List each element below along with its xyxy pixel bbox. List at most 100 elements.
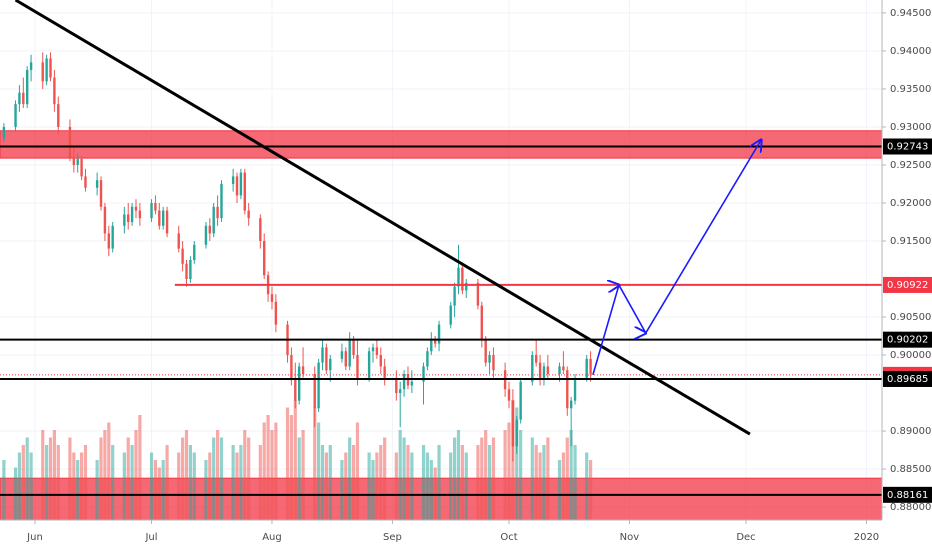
volume-bar (76, 460, 80, 520)
candle-body (457, 267, 460, 287)
candle-body (204, 225, 208, 245)
volume-bar (192, 452, 196, 520)
candle-body (329, 358, 332, 371)
volume-bar (111, 445, 115, 520)
volume-bar (320, 445, 325, 520)
volume-bar (99, 437, 103, 520)
volume-bar (585, 452, 589, 520)
volume-bar (95, 460, 99, 520)
level-label-box (883, 276, 932, 293)
candle-body (181, 248, 184, 264)
candle-body (430, 339, 433, 352)
candle-body (437, 324, 441, 344)
volume-bar (52, 430, 56, 520)
volume-bar (270, 430, 274, 520)
y-tick-label: 0.90000 (890, 350, 931, 361)
volume-bar (181, 437, 185, 520)
y-tick-label: 0.90500 (890, 312, 931, 323)
y-tick-label: 0.92500 (890, 160, 931, 171)
candle-body (410, 381, 414, 386)
volume-bar (503, 430, 507, 520)
volume-bar (83, 445, 88, 520)
volume-bar (573, 445, 577, 520)
candle-body (103, 206, 107, 234)
volume-bar (425, 452, 430, 520)
volume-bar (324, 452, 328, 520)
candle-body (325, 347, 328, 371)
volume-bar (383, 437, 387, 520)
volume-bar (293, 400, 297, 520)
candle-body (185, 263, 188, 280)
volume-bar (449, 452, 453, 520)
zone (0, 477, 882, 520)
volume-bar (367, 452, 371, 520)
candle-body (193, 244, 196, 260)
candle-body (138, 210, 142, 219)
candle-body (49, 58, 52, 78)
volume-bar (45, 445, 49, 520)
x-tick-label: Nov (620, 532, 640, 543)
candle-body (449, 305, 452, 325)
volume-bar (546, 437, 550, 520)
candle-body (14, 104, 17, 127)
y-tick-label: 0.91500 (890, 236, 931, 247)
volume-bar (231, 445, 235, 520)
candle-body (484, 339, 487, 363)
volume-bar (557, 460, 562, 520)
candle-body (573, 377, 577, 401)
candle-body (515, 419, 518, 447)
candle-body (290, 355, 293, 378)
volume-bar (519, 430, 523, 520)
candle-body (45, 58, 48, 82)
trendline (14, 0, 751, 436)
level-label: 0.92743 (887, 141, 928, 152)
volume-bar (239, 445, 243, 520)
volume-bar (262, 422, 266, 520)
volume-bar (371, 460, 375, 520)
candle-body (107, 233, 110, 249)
candle-body (231, 176, 235, 184)
candle-body (161, 210, 165, 226)
candle-body (480, 305, 483, 340)
volume-bar (130, 445, 134, 520)
candle-body (76, 158, 79, 165)
candle-body (243, 172, 246, 211)
candle-body (492, 355, 495, 371)
volume-bar (56, 445, 60, 520)
candle-body (18, 92, 21, 105)
candle-body (321, 347, 324, 363)
volume-bar (433, 467, 437, 520)
x-tick-label: Aug (262, 532, 282, 543)
candle-body (57, 104, 60, 127)
volume-bar (289, 415, 294, 520)
volume-bar (41, 430, 45, 520)
volume-bar (107, 422, 111, 520)
candle-body (154, 202, 157, 211)
volume-bar (235, 452, 239, 520)
candle-body (348, 339, 351, 367)
volume-bar (313, 407, 317, 520)
x-tick-label: Jul (144, 532, 157, 543)
volume-bar (21, 445, 25, 520)
volume-bar (561, 452, 565, 520)
volume-bar (29, 452, 33, 520)
candle-body (22, 92, 25, 105)
volume-bar (177, 452, 181, 520)
candle-body (53, 77, 56, 105)
level-label: 0.90922 (887, 280, 928, 291)
y-tick-label: 0.92000 (890, 198, 931, 209)
candle-body (453, 286, 456, 306)
volume-bar (72, 452, 76, 520)
volume-bar (301, 430, 305, 520)
candle-body (476, 282, 480, 306)
candle-body (488, 355, 491, 363)
volume-bar (274, 422, 278, 520)
volume-bar (487, 445, 492, 520)
candle-body (402, 374, 406, 390)
candle-body (134, 206, 138, 211)
volume-bar (437, 445, 441, 520)
candle-body (531, 355, 534, 382)
volume-bar (348, 437, 352, 520)
volume-bar (317, 422, 321, 520)
